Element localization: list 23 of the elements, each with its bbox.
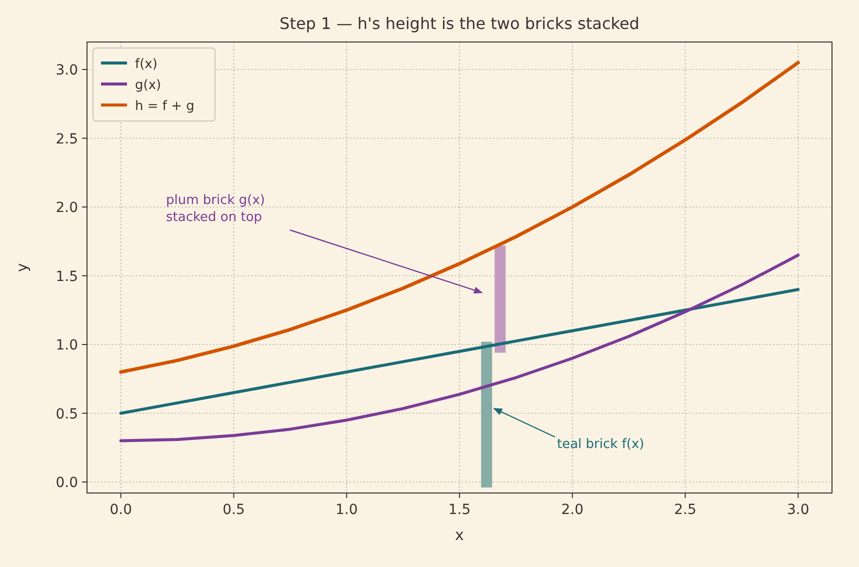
y-tick-label: 2.5 bbox=[56, 131, 78, 148]
x-tick-label: 3.0 bbox=[787, 502, 810, 518]
x-axis-title: x bbox=[455, 526, 464, 544]
legend-label: g(x) bbox=[135, 78, 162, 93]
x-tick-label: 2.5 bbox=[674, 502, 696, 518]
legend-label: f(x) bbox=[135, 57, 158, 72]
y-tick-label: 1.5 bbox=[56, 268, 78, 285]
chart-title: Step 1 — h's height is the two bricks stacked bbox=[280, 14, 640, 33]
y-tick-label: 0.5 bbox=[56, 406, 78, 422]
x-tick-label: 2.0 bbox=[561, 502, 584, 518]
annotation: plum brick g(x) stacked on top bbox=[166, 193, 266, 225]
annotation: teal brick f(x) bbox=[557, 437, 644, 452]
legend-label: h = f + g bbox=[135, 99, 194, 114]
x-tick-label: 0.0 bbox=[110, 502, 132, 518]
x-tick-label: 0.5 bbox=[222, 502, 245, 518]
y-axis-title: y bbox=[13, 262, 31, 272]
y-tick-label: 0.0 bbox=[56, 475, 78, 491]
y-tick-label: 1.0 bbox=[56, 338, 78, 354]
x-tick-label: 1.0 bbox=[335, 502, 358, 518]
y-tick-label: 3.0 bbox=[56, 62, 78, 78]
x-tick-label: 1.5 bbox=[448, 502, 471, 518]
line-series bbox=[119, 288, 800, 415]
y-tick-label: 2.0 bbox=[56, 200, 78, 216]
